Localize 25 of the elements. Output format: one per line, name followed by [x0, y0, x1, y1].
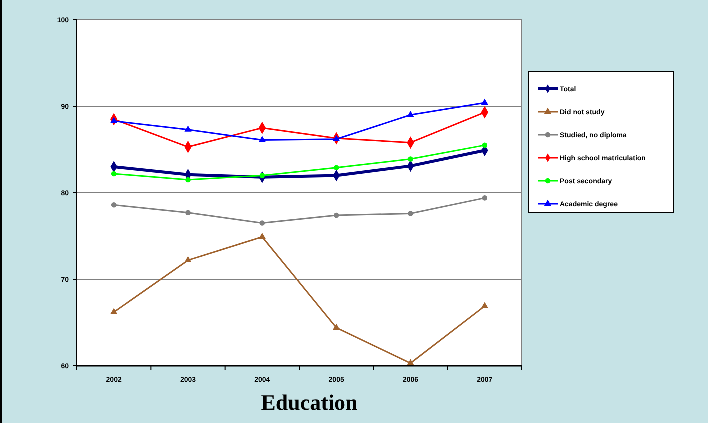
point	[407, 359, 414, 366]
point	[407, 111, 414, 118]
point	[408, 156, 414, 162]
point	[110, 117, 118, 124]
point	[260, 173, 266, 178]
point	[111, 202, 117, 208]
point	[258, 233, 266, 240]
point	[110, 308, 118, 314]
text: Education	[261, 390, 358, 415]
point	[184, 256, 192, 263]
point	[186, 177, 191, 183]
point	[333, 324, 340, 330]
point	[482, 142, 488, 148]
point	[184, 126, 192, 132]
point	[260, 220, 266, 226]
point	[258, 136, 266, 142]
point	[111, 171, 117, 177]
point	[333, 135, 340, 142]
point	[334, 165, 340, 171]
point	[482, 196, 488, 201]
point	[481, 98, 488, 106]
point	[186, 210, 191, 216]
point	[481, 302, 488, 308]
point	[408, 211, 414, 216]
point	[334, 212, 340, 218]
